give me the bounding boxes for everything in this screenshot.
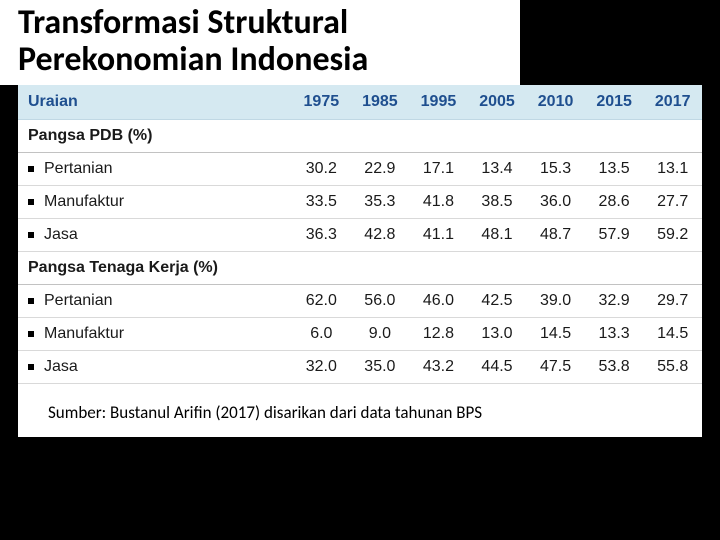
empty-cell — [468, 251, 527, 284]
data-table-wrap: Uraian1975198519952005201020152017 Pangs… — [18, 85, 702, 384]
empty-cell — [351, 251, 410, 284]
row-label: Pertanian — [18, 152, 292, 185]
row-label: Pertanian — [18, 284, 292, 317]
col-header-year: 1985 — [351, 85, 410, 120]
value-cell: 48.1 — [468, 218, 527, 251]
col-header-year: 1995 — [409, 85, 468, 120]
empty-cell — [643, 119, 702, 152]
value-cell: 22.9 — [351, 152, 410, 185]
section-label: Pangsa PDB (%) — [18, 119, 292, 152]
value-cell: 27.7 — [643, 185, 702, 218]
value-cell: 15.3 — [526, 152, 585, 185]
table-body: Pangsa PDB (%)Pertanian30.222.917.113.41… — [18, 119, 702, 383]
value-cell: 32.0 — [292, 350, 351, 383]
value-cell: 14.5 — [526, 317, 585, 350]
col-header-year: 1975 — [292, 85, 351, 120]
value-cell: 38.5 — [468, 185, 527, 218]
data-row: Pertanian30.222.917.113.415.313.513.1 — [18, 152, 702, 185]
data-table: Uraian1975198519952005201020152017 Pangs… — [18, 85, 702, 384]
value-cell: 36.0 — [526, 185, 585, 218]
value-cell: 6.0 — [292, 317, 351, 350]
value-cell: 13.4 — [468, 152, 527, 185]
empty-cell — [292, 251, 351, 284]
empty-cell — [585, 119, 644, 152]
bullet-icon — [28, 364, 34, 370]
row-label: Manufaktur — [18, 317, 292, 350]
value-cell: 42.8 — [351, 218, 410, 251]
value-cell: 41.1 — [409, 218, 468, 251]
empty-cell — [409, 251, 468, 284]
empty-cell — [292, 119, 351, 152]
data-row: Jasa36.342.841.148.148.757.959.2 — [18, 218, 702, 251]
value-cell: 17.1 — [409, 152, 468, 185]
value-cell: 59.2 — [643, 218, 702, 251]
empty-cell — [643, 251, 702, 284]
empty-cell — [351, 119, 410, 152]
data-row: Pertanian62.056.046.042.539.032.929.7 — [18, 284, 702, 317]
empty-cell — [526, 251, 585, 284]
title-line-2: Perekonomian Indonesia — [18, 41, 520, 78]
row-label: Manufaktur — [18, 185, 292, 218]
col-header-year: 2005 — [468, 85, 527, 120]
col-header-year: 2015 — [585, 85, 644, 120]
value-cell: 41.8 — [409, 185, 468, 218]
section-label: Pangsa Tenaga Kerja (%) — [18, 251, 292, 284]
data-row: Manufaktur6.09.012.813.014.513.314.5 — [18, 317, 702, 350]
empty-cell — [409, 119, 468, 152]
value-cell: 42.5 — [468, 284, 527, 317]
section-header-row: Pangsa Tenaga Kerja (%) — [18, 251, 702, 284]
value-cell: 39.0 — [526, 284, 585, 317]
value-cell: 62.0 — [292, 284, 351, 317]
col-header-label: Uraian — [18, 85, 292, 120]
empty-cell — [468, 119, 527, 152]
data-row: Manufaktur33.535.341.838.536.028.627.7 — [18, 185, 702, 218]
empty-cell — [526, 119, 585, 152]
value-cell: 56.0 — [351, 284, 410, 317]
data-row: Jasa32.035.043.244.547.553.855.8 — [18, 350, 702, 383]
value-cell: 13.5 — [585, 152, 644, 185]
bullet-icon — [28, 331, 34, 337]
bullet-icon — [28, 166, 34, 172]
col-header-year: 2017 — [643, 85, 702, 120]
value-cell: 29.7 — [643, 284, 702, 317]
title-block: Transformasi Struktural Perekonomian Ind… — [0, 0, 520, 85]
value-cell: 48.7 — [526, 218, 585, 251]
value-cell: 12.8 — [409, 317, 468, 350]
value-cell: 13.1 — [643, 152, 702, 185]
value-cell: 46.0 — [409, 284, 468, 317]
bullet-icon — [28, 298, 34, 304]
value-cell: 43.2 — [409, 350, 468, 383]
value-cell: 13.3 — [585, 317, 644, 350]
empty-cell — [585, 251, 644, 284]
value-cell: 30.2 — [292, 152, 351, 185]
value-cell: 35.3 — [351, 185, 410, 218]
source-citation: Sumber: Bustanul Arifin (2017) disarikan… — [18, 384, 702, 437]
value-cell: 36.3 — [292, 218, 351, 251]
value-cell: 57.9 — [585, 218, 644, 251]
value-cell: 35.0 — [351, 350, 410, 383]
table-header: Uraian1975198519952005201020152017 — [18, 85, 702, 120]
value-cell: 53.8 — [585, 350, 644, 383]
value-cell: 14.5 — [643, 317, 702, 350]
title-line-1: Transformasi Struktural — [18, 4, 520, 41]
value-cell: 9.0 — [351, 317, 410, 350]
value-cell: 44.5 — [468, 350, 527, 383]
section-header-row: Pangsa PDB (%) — [18, 119, 702, 152]
row-label: Jasa — [18, 350, 292, 383]
col-header-year: 2010 — [526, 85, 585, 120]
value-cell: 33.5 — [292, 185, 351, 218]
value-cell: 47.5 — [526, 350, 585, 383]
value-cell: 28.6 — [585, 185, 644, 218]
value-cell: 13.0 — [468, 317, 527, 350]
row-label: Jasa — [18, 218, 292, 251]
bullet-icon — [28, 199, 34, 205]
value-cell: 32.9 — [585, 284, 644, 317]
value-cell: 55.8 — [643, 350, 702, 383]
bullet-icon — [28, 232, 34, 238]
